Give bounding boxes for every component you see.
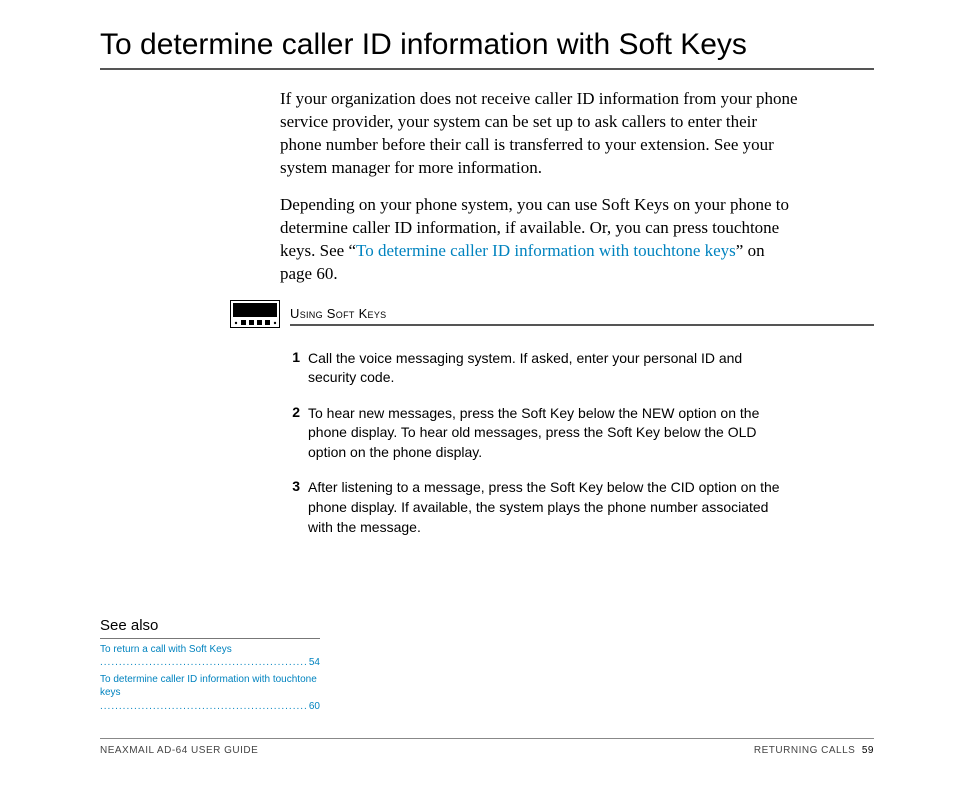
step-item: 3 After listening to a message, press th…: [280, 478, 790, 537]
cross-ref-link[interactable]: To determine caller ID information with …: [356, 241, 736, 260]
soft-keys-header-row: Using Soft Keys: [230, 300, 874, 333]
see-also-block: See also To return a call with Soft Keys…: [100, 617, 320, 717]
step-number: 3: [280, 478, 308, 494]
see-also-title: See also: [100, 617, 320, 634]
step-text: To hear new messages, press the Soft Key…: [308, 404, 790, 463]
step-text: Call the voice messaging system. If aske…: [308, 349, 790, 388]
footer-line: NEAXMAIL AD-64 USER GUIDE RETURNING CALL…: [100, 745, 874, 756]
intro-paragraph-2: Depending on your phone system, you can …: [280, 194, 800, 286]
see-also-entry[interactable]: To return a call with Soft Keys 54: [100, 643, 320, 670]
step-item: 2 To hear new messages, press the Soft K…: [280, 404, 790, 463]
footer-page-number: 59: [862, 745, 874, 756]
see-also-entry-text: To return a call with Soft Keys: [100, 644, 320, 669]
see-also-entry-page: 60: [307, 700, 320, 714]
soft-keys-rule: [290, 324, 874, 326]
see-also-entry-page: 54: [307, 656, 320, 670]
step-number: 1: [280, 349, 308, 365]
soft-keys-subhead-wrap: Using Soft Keys: [290, 306, 874, 326]
page-footer: NEAXMAIL AD-64 USER GUIDE RETURNING CALL…: [100, 738, 874, 756]
footer-rule: [100, 738, 874, 739]
intro-column: If your organization does not receive ca…: [280, 88, 800, 286]
footer-left: NEAXMAIL AD-64 USER GUIDE: [100, 745, 258, 756]
see-also-rule: [100, 638, 320, 639]
steps-list: 1 Call the voice messaging system. If as…: [280, 349, 790, 538]
soft-keys-icon: [230, 300, 280, 333]
page-title: To determine caller ID information with …: [100, 28, 874, 62]
page: To determine caller ID information with …: [0, 0, 954, 786]
step-item: 1 Call the voice messaging system. If as…: [280, 349, 790, 388]
step-text: After listening to a message, press the …: [308, 478, 790, 537]
footer-right: RETURNING CALLS 59: [754, 745, 874, 756]
intro-paragraph-1: If your organization does not receive ca…: [280, 88, 800, 180]
title-rule: [100, 68, 874, 70]
soft-keys-subhead: Using Soft Keys: [290, 306, 874, 321]
step-number: 2: [280, 404, 308, 420]
see-also-entry[interactable]: To determine caller ID information with …: [100, 673, 320, 714]
see-also-entry-text: To determine caller ID information with …: [100, 674, 320, 712]
footer-section: RETURNING CALLS: [754, 745, 855, 756]
